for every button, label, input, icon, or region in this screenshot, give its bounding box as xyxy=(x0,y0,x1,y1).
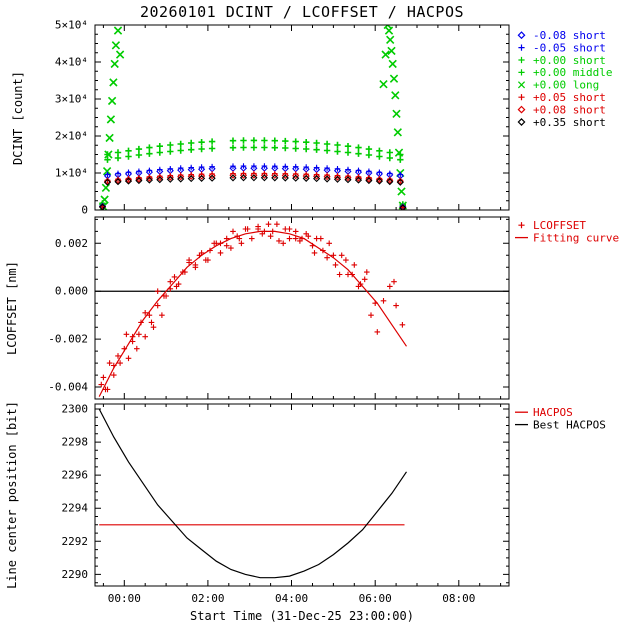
legend-label: +0.00 middle xyxy=(533,66,612,79)
legend-plus-symbol xyxy=(518,56,525,64)
panel-frame xyxy=(94,24,510,211)
legend-label: -0.05 short xyxy=(533,41,606,54)
legend-item: +0.00 long xyxy=(517,79,599,92)
y-tick-label: 2×10⁴ xyxy=(55,130,88,143)
legend-plus-symbol xyxy=(518,222,525,229)
y-tick-label: -0.002 xyxy=(48,333,88,346)
legend-item: Best HACPOS xyxy=(515,418,606,431)
series-0-00-long xyxy=(99,25,407,210)
legend-label: +0.00 long xyxy=(533,79,599,92)
y-tick-label: 2300 xyxy=(62,402,89,415)
legend-x-symbol xyxy=(517,81,526,89)
y-tick-label: -0.004 xyxy=(48,381,88,394)
y-tick-label: 4×10⁴ xyxy=(55,56,88,69)
axis-ticks xyxy=(95,217,509,400)
panel-dcint: 0 1×10⁴ 2×10⁴ 3×10⁴ 4×10⁴ 5×10⁴ -0.08 short-0.… xyxy=(55,19,613,217)
legend-item: +0.05 short xyxy=(518,91,606,104)
hacpos-y-axis-label: Line center position [bit] xyxy=(5,401,19,589)
legend-label: +0.35 short xyxy=(533,116,606,129)
y-tick-label: 2294 xyxy=(62,502,89,515)
legend-label: +0.05 short xyxy=(533,91,606,104)
legend-label: HACPOS xyxy=(533,406,573,419)
y-tick-label: 5×10⁴ xyxy=(55,19,88,32)
legend-item: Fitting curve xyxy=(515,231,619,244)
axis-ticks xyxy=(95,404,509,586)
legend-item: +0.35 short xyxy=(517,116,606,129)
legend-item: -0.05 short xyxy=(518,41,606,54)
series-best-hacpos xyxy=(98,408,407,579)
y-tick-label: 0 xyxy=(81,204,88,217)
legend-label: Best HACPOS xyxy=(533,418,606,431)
dcint-y-axis-label: DCINT [count] xyxy=(11,71,25,165)
y-tick-label: 2296 xyxy=(62,469,89,482)
legend-item: +0.00 short xyxy=(518,54,606,67)
legend-item: +0.00 middle xyxy=(518,66,612,79)
x-axis-label: Start Time (31-Dec-25 23:00:00) xyxy=(190,609,414,623)
y-tick-label: 2298 xyxy=(62,436,89,449)
legend-item: LCOFFSET xyxy=(518,219,586,232)
y-tick-label: 2290 xyxy=(62,568,89,581)
x-tick-label: 06:00 xyxy=(359,592,392,605)
legend-plus-symbol xyxy=(518,69,525,76)
legend-label: +0.00 short xyxy=(533,54,606,67)
legend-diamond-symbol xyxy=(517,105,526,114)
legend-label: Fitting curve xyxy=(533,231,619,244)
legend-diamond-symbol xyxy=(517,118,526,126)
legend-diamond-symbol xyxy=(517,31,526,40)
legend-item: +0.08 short xyxy=(517,103,606,116)
legend-label: LCOFFSET xyxy=(533,219,586,232)
legend-label: +0.08 short xyxy=(533,103,606,116)
legend-plus-symbol xyxy=(518,44,525,51)
y-tick-label: 1×10⁴ xyxy=(55,167,88,180)
y-tick-label: 0.002 xyxy=(55,237,88,250)
legend-item: HACPOS xyxy=(515,406,573,419)
x-tick-label: 02:00 xyxy=(191,592,224,605)
y-tick-label: 2292 xyxy=(62,535,89,548)
chart-title: 20260101 DCINT / LCOFFSET / HACPOS xyxy=(140,3,464,21)
legend-plus-symbol xyxy=(518,94,525,101)
series-lcoffset xyxy=(98,221,406,393)
y-tick-label: 3×10⁴ xyxy=(55,93,88,106)
panel-frame xyxy=(94,216,510,400)
x-tick-label: 04:00 xyxy=(275,592,308,605)
lcoffset-y-axis-label: LCOFFSET [nm] xyxy=(5,261,19,355)
panel-frame xyxy=(94,403,510,587)
x-tick-label: 08:00 xyxy=(442,592,475,605)
y-tick-label: 0.000 xyxy=(55,285,88,298)
axis-ticks xyxy=(95,24,509,211)
legend-item: -0.08 short xyxy=(517,29,606,42)
legend-label: -0.08 short xyxy=(533,29,606,42)
series-fitting-curve xyxy=(98,230,407,397)
panel-hacpos: 2290 2292 2294 2296 2298 2300 00:00 02:00 04:00 0… xyxy=(62,402,606,605)
x-tick-label: 00:00 xyxy=(108,592,141,605)
series-0-08-short xyxy=(98,164,407,210)
